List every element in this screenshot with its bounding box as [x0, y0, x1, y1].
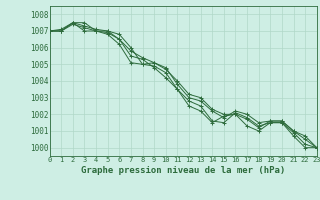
X-axis label: Graphe pression niveau de la mer (hPa): Graphe pression niveau de la mer (hPa) — [81, 166, 285, 175]
